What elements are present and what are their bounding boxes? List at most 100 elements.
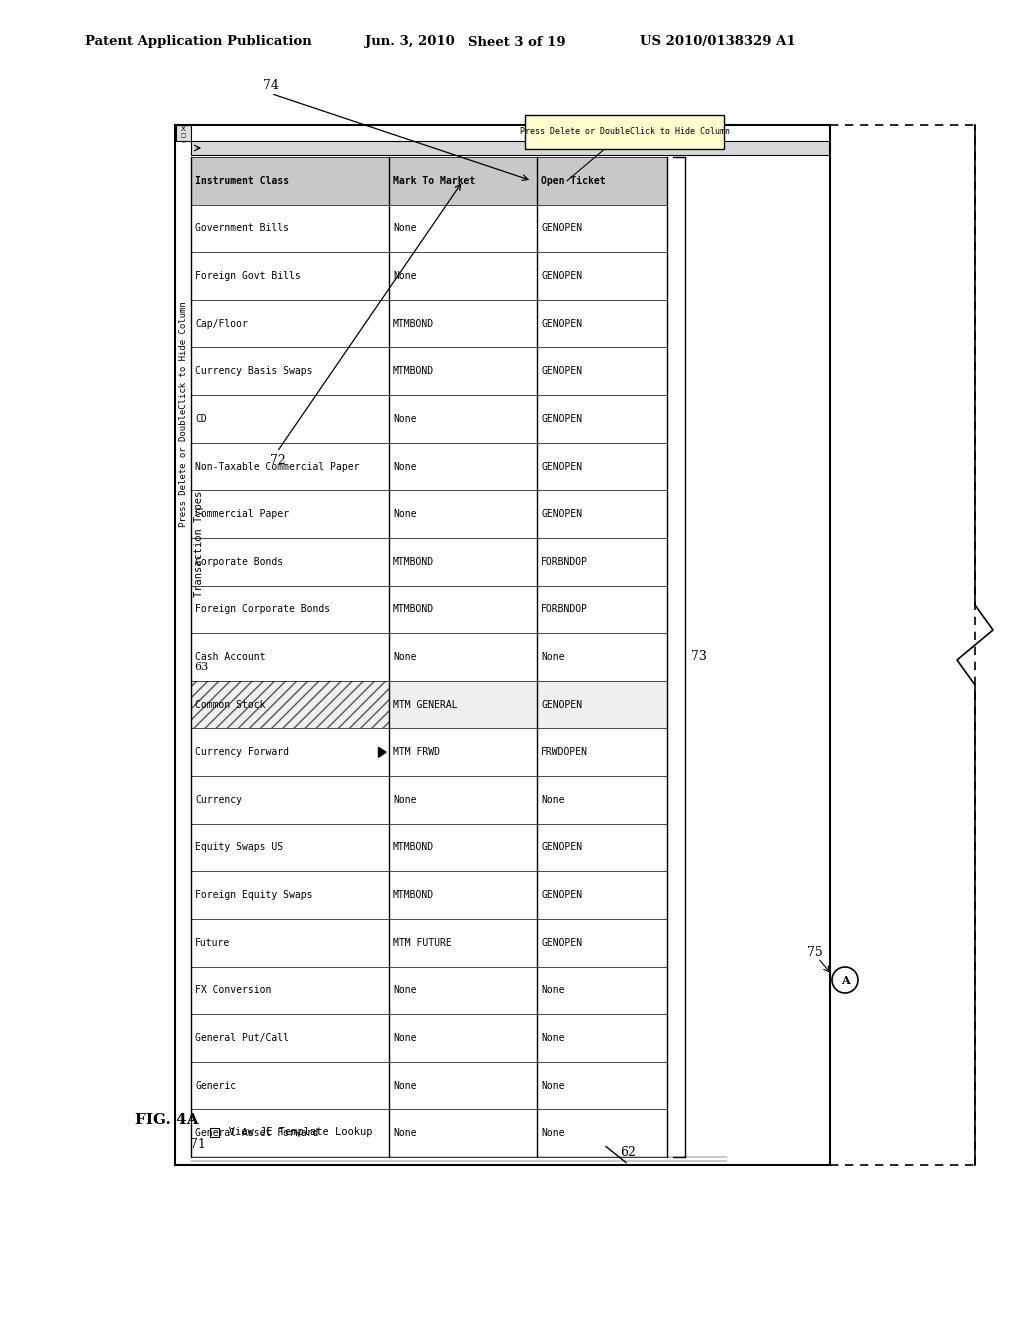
Text: X: X bbox=[181, 125, 186, 132]
Text: Foreign Govt Bills: Foreign Govt Bills bbox=[195, 271, 301, 281]
Text: Government Bills: Government Bills bbox=[195, 223, 289, 234]
Text: 73: 73 bbox=[691, 651, 707, 664]
Text: None: None bbox=[393, 652, 417, 663]
Text: Corporate Bonds: Corporate Bonds bbox=[195, 557, 283, 566]
Text: None: None bbox=[541, 985, 564, 995]
Text: 62: 62 bbox=[620, 1146, 636, 1159]
Bar bbox=[191, 252, 667, 300]
Text: 75: 75 bbox=[807, 945, 823, 958]
Text: MTM GENERAL: MTM GENERAL bbox=[393, 700, 458, 710]
Text: GENOPEN: GENOPEN bbox=[541, 414, 582, 424]
Text: CD: CD bbox=[195, 414, 207, 424]
Text: □  View JE Template Lookup: □ View JE Template Lookup bbox=[210, 1127, 373, 1137]
Bar bbox=[210, 1129, 219, 1137]
Text: None: None bbox=[393, 462, 417, 471]
Text: General Put/Call: General Put/Call bbox=[195, 1034, 289, 1043]
Bar bbox=[191, 681, 389, 729]
Bar bbox=[191, 1109, 667, 1158]
Text: Jun. 3, 2010: Jun. 3, 2010 bbox=[365, 36, 455, 49]
Text: None: None bbox=[541, 1129, 564, 1138]
Text: Cash Account: Cash Account bbox=[195, 652, 265, 663]
Text: ‒: ‒ bbox=[181, 140, 185, 145]
Bar bbox=[191, 1014, 667, 1061]
Bar bbox=[191, 919, 667, 966]
Text: Instrument Class: Instrument Class bbox=[195, 176, 289, 186]
Text: Future: Future bbox=[195, 937, 230, 948]
Bar bbox=[191, 966, 667, 1014]
Text: MTMBOND: MTMBOND bbox=[393, 605, 434, 614]
Text: FIG. 4A: FIG. 4A bbox=[135, 1113, 199, 1127]
Bar bbox=[191, 157, 667, 205]
Text: None: None bbox=[393, 1034, 417, 1043]
Bar bbox=[191, 205, 667, 252]
Text: 71: 71 bbox=[190, 1138, 206, 1151]
Text: None: None bbox=[393, 1081, 417, 1090]
Bar bbox=[191, 141, 829, 154]
Text: Currency Basis Swaps: Currency Basis Swaps bbox=[195, 366, 312, 376]
Text: Press Delete or DoubleClick to Hide Column: Press Delete or DoubleClick to Hide Colu… bbox=[178, 301, 187, 527]
Bar bbox=[191, 681, 667, 729]
Text: Foreign Equity Swaps: Foreign Equity Swaps bbox=[195, 890, 312, 900]
Text: Generic: Generic bbox=[195, 1081, 237, 1090]
Text: None: None bbox=[541, 795, 564, 805]
Text: A: A bbox=[841, 974, 849, 986]
Text: MTMBOND: MTMBOND bbox=[393, 366, 434, 376]
Text: FORBNDOP: FORBNDOP bbox=[541, 557, 588, 566]
Bar bbox=[191, 824, 667, 871]
Text: General Asset Forward: General Asset Forward bbox=[195, 1129, 318, 1138]
Bar bbox=[191, 490, 667, 539]
Bar bbox=[191, 539, 667, 586]
Text: 63: 63 bbox=[194, 663, 208, 672]
Text: GENOPEN: GENOPEN bbox=[541, 318, 582, 329]
Text: FRWDOPEN: FRWDOPEN bbox=[541, 747, 588, 758]
Text: None: None bbox=[393, 223, 417, 234]
Text: Mark To Market: Mark To Market bbox=[393, 176, 475, 186]
Text: Open Ticket: Open Ticket bbox=[541, 176, 605, 186]
Text: None: None bbox=[393, 985, 417, 995]
Text: GENOPEN: GENOPEN bbox=[541, 937, 582, 948]
Text: Non-Taxable Commercial Paper: Non-Taxable Commercial Paper bbox=[195, 462, 359, 471]
Text: 74: 74 bbox=[263, 79, 279, 92]
Text: FX Conversion: FX Conversion bbox=[195, 985, 271, 995]
Text: Sheet 3 of 19: Sheet 3 of 19 bbox=[468, 36, 565, 49]
Text: GENOPEN: GENOPEN bbox=[541, 271, 582, 281]
Text: Currency: Currency bbox=[195, 795, 242, 805]
Bar bbox=[191, 442, 667, 490]
Bar bbox=[191, 347, 667, 395]
Text: Currency Forward: Currency Forward bbox=[195, 747, 289, 758]
Bar bbox=[191, 634, 667, 681]
Bar bbox=[191, 729, 667, 776]
Text: None: None bbox=[541, 1081, 564, 1090]
Bar bbox=[191, 395, 667, 442]
Bar bbox=[191, 300, 667, 347]
Text: None: None bbox=[393, 271, 417, 281]
Text: None: None bbox=[393, 414, 417, 424]
Text: MTMBOND: MTMBOND bbox=[393, 890, 434, 900]
Text: MTMBOND: MTMBOND bbox=[393, 557, 434, 566]
Bar bbox=[191, 776, 667, 824]
Text: MTMBOND: MTMBOND bbox=[393, 318, 434, 329]
Text: GENOPEN: GENOPEN bbox=[541, 842, 582, 853]
Text: □: □ bbox=[181, 133, 186, 137]
Text: GENOPEN: GENOPEN bbox=[541, 223, 582, 234]
Text: Transaction Types: Transaction Types bbox=[194, 491, 204, 597]
Text: None: None bbox=[393, 510, 417, 519]
FancyBboxPatch shape bbox=[525, 115, 724, 149]
Text: Commercial Paper: Commercial Paper bbox=[195, 510, 289, 519]
Bar bbox=[191, 1061, 667, 1109]
Text: GENOPEN: GENOPEN bbox=[541, 890, 582, 900]
Text: Cap/Floor: Cap/Floor bbox=[195, 318, 248, 329]
Text: Equity Swaps US: Equity Swaps US bbox=[195, 842, 283, 853]
Text: 72: 72 bbox=[270, 454, 286, 466]
Text: None: None bbox=[541, 652, 564, 663]
Bar bbox=[176, 125, 191, 141]
Circle shape bbox=[831, 968, 858, 993]
Text: None: None bbox=[393, 795, 417, 805]
Text: GENOPEN: GENOPEN bbox=[541, 462, 582, 471]
Text: MTMBOND: MTMBOND bbox=[393, 842, 434, 853]
Polygon shape bbox=[379, 747, 386, 758]
Text: MTM FRWD: MTM FRWD bbox=[393, 747, 440, 758]
Text: Press Delete or DoubleClick to Hide Column: Press Delete or DoubleClick to Hide Colu… bbox=[519, 128, 729, 136]
Text: Common Stock: Common Stock bbox=[195, 700, 265, 710]
Text: MTM FUTURE: MTM FUTURE bbox=[393, 937, 452, 948]
